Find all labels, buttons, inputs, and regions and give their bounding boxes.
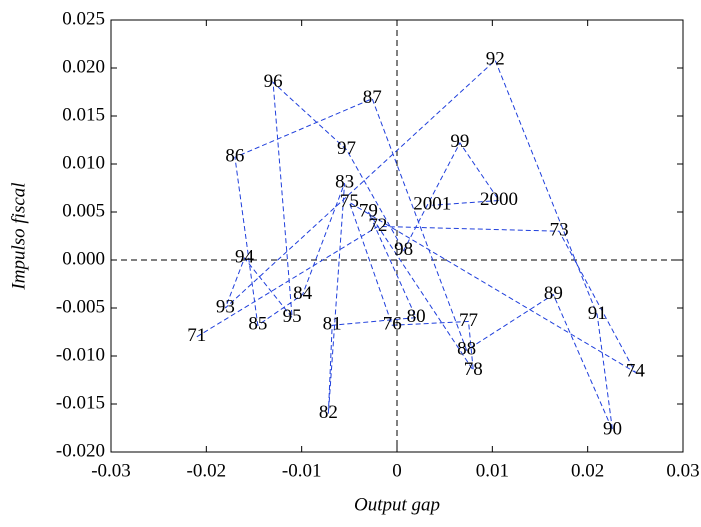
point-label: 81 (323, 314, 342, 335)
point-label: 85 (248, 314, 267, 335)
point-label: 76 (383, 314, 402, 335)
y-tick-label: -0.010 (56, 344, 105, 365)
y-tick-label: 0.010 (62, 152, 105, 173)
point-label: 79 (359, 200, 378, 221)
point-label: 83 (335, 172, 354, 193)
point-label: 82 (319, 402, 338, 423)
point-label: 97 (337, 138, 356, 159)
y-tick-label: 0.015 (62, 104, 105, 125)
point-label: 96 (264, 71, 283, 92)
point-label: 71 (187, 325, 206, 346)
point-label: 88 (457, 339, 476, 360)
x-axis-title: Output gap (354, 494, 440, 515)
point-label: 2001 (413, 194, 451, 215)
point-label: 78 (464, 359, 483, 380)
point-label: 94 (235, 246, 255, 267)
y-tick-label: 0.025 (62, 8, 105, 29)
point-label: 75 (340, 191, 359, 212)
y-axis-title: Impulso fiscal (8, 182, 29, 290)
point-label: 86 (225, 146, 244, 167)
point-label: 87 (363, 87, 382, 108)
point-label: 90 (603, 418, 622, 439)
point-label: 91 (588, 303, 607, 324)
point-label: 93 (216, 296, 235, 317)
y-tick-label: -0.020 (56, 440, 105, 461)
point-label: 77 (459, 310, 478, 331)
point-label: 99 (450, 131, 469, 152)
point-label: 98 (394, 239, 413, 260)
y-tick-label: 0.005 (62, 200, 105, 221)
point-label: 84 (293, 283, 313, 304)
y-tick-label: -0.005 (56, 296, 105, 317)
point-label: 89 (544, 283, 563, 304)
series-line (196, 59, 637, 431)
point-label: 72 (368, 215, 387, 236)
x-tick-label: 0.01 (476, 460, 509, 481)
point-label: 74 (626, 361, 646, 382)
x-tick-label: 0.02 (571, 460, 604, 481)
y-tick-label: -0.015 (56, 392, 105, 413)
point-label: 80 (407, 306, 426, 327)
y-tick-label: 0.020 (62, 56, 105, 77)
point-label: 73 (550, 220, 569, 241)
point-label: 92 (486, 49, 505, 70)
x-tick-label: 0 (392, 460, 402, 481)
x-tick-label: -0.02 (187, 460, 227, 481)
x-tick-label: -0.01 (282, 460, 322, 481)
x-tick-label: -0.03 (91, 460, 131, 481)
point-label: 2000 (480, 189, 518, 210)
point-label: 95 (283, 306, 302, 327)
y-tick-label: 0.000 (62, 248, 105, 269)
x-tick-label: 0.03 (666, 460, 699, 481)
